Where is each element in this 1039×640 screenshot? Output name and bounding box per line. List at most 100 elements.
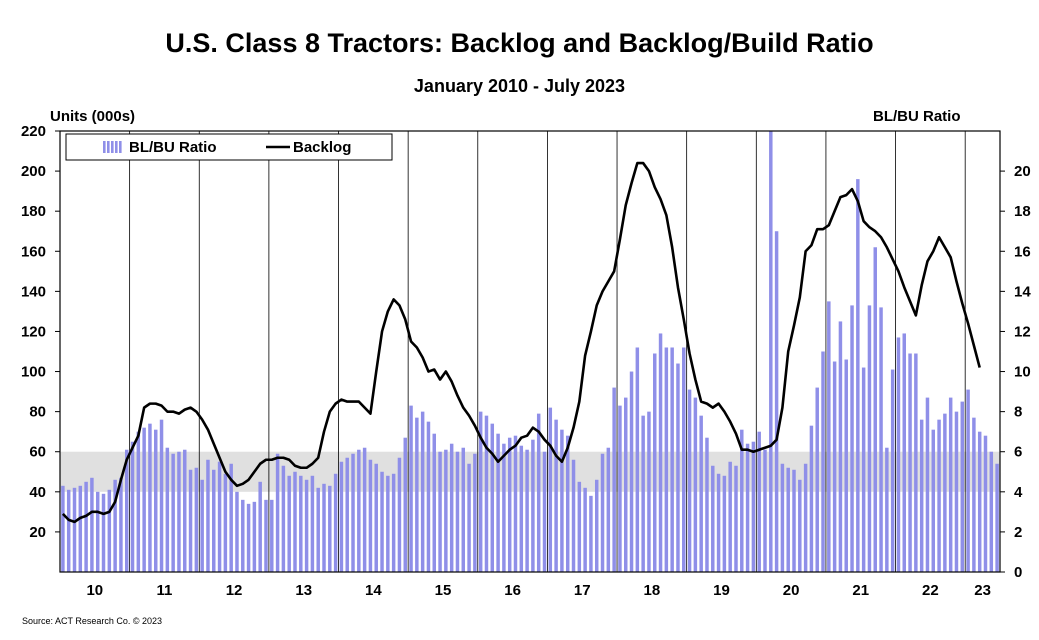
- ratio-bar: [919, 419, 924, 572]
- ratio-bar: [565, 435, 570, 572]
- ratio-bar: [844, 359, 848, 572]
- left-tick-label: 220: [21, 123, 46, 140]
- ratio-bar: [374, 463, 378, 572]
- ratio-bar: [699, 415, 703, 572]
- chart-title: U.S. Class 8 Tractors: Backlog and Backl…: [165, 28, 874, 58]
- ratio-bar: [339, 461, 344, 572]
- ratio-bar: [502, 443, 506, 572]
- ratio-bar: [594, 479, 599, 572]
- ratio-bar: [194, 467, 199, 572]
- x-tick-label: 18: [644, 582, 661, 599]
- ratio-bar: [879, 307, 883, 572]
- ratio-bar: [252, 501, 257, 572]
- ratio-bar: [368, 459, 373, 572]
- ratio-bar: [322, 483, 326, 572]
- ratio-bar: [682, 347, 686, 572]
- ratio-bar: [188, 469, 193, 572]
- ratio-bar: [624, 397, 628, 572]
- left-tick-label: 200: [21, 163, 46, 180]
- right-tick-label: 4: [1014, 484, 1023, 501]
- ratio-bar: [444, 449, 448, 572]
- ratio-bar: [438, 451, 442, 572]
- ratio-bar: [798, 479, 802, 572]
- ratio-bar: [72, 487, 77, 572]
- left-tick-label: 60: [29, 444, 46, 461]
- ratio-bar: [676, 363, 680, 572]
- ratio-bar: [641, 415, 645, 572]
- x-axis-ticks: 10 11 12 13 14 15 16 17 18 19 20 21 22 23: [86, 582, 990, 599]
- right-tick-label: 6: [1014, 444, 1022, 461]
- x-tick-label: 11: [157, 582, 173, 599]
- ratio-bar: [426, 421, 431, 572]
- ratio-bar: [432, 433, 436, 572]
- ratio-bar: [664, 347, 669, 572]
- ratio-bar: [850, 305, 854, 572]
- ratio-bar: [217, 461, 222, 572]
- ratio-bar: [995, 463, 999, 572]
- ratio-bar: [960, 401, 965, 572]
- ratio-bar: [130, 441, 135, 572]
- legend-line-label: Backlog: [293, 139, 351, 156]
- right-tick-label: 8: [1014, 404, 1022, 421]
- ratio-bar: [577, 481, 582, 572]
- right-tick-label: 0: [1014, 564, 1022, 581]
- ratio-bar: [838, 321, 843, 572]
- ratio-bar: [386, 475, 390, 572]
- ratio-bar: [362, 447, 367, 572]
- ratio-bar: [989, 451, 994, 572]
- ratio-bar: [119, 477, 123, 572]
- ratio-bar: [90, 477, 94, 572]
- ratio-bar: [66, 489, 71, 572]
- ratio-bar: [873, 247, 877, 572]
- ratio-bar: [467, 463, 471, 572]
- ratio-bar: [774, 231, 779, 573]
- ratio-bar: [241, 499, 245, 572]
- ratio-bar: [896, 337, 901, 572]
- ratio-bar: [635, 347, 640, 572]
- ratio-bar: [345, 457, 349, 572]
- ratio-bar: [154, 429, 158, 572]
- ratio-bar: [165, 447, 170, 572]
- left-axis-ticks: 20 40 60 80 100 120 140 160 180 200 220: [21, 123, 60, 541]
- x-tick-label: 23: [974, 582, 991, 599]
- ratio-bar: [983, 435, 988, 572]
- x-tick-label: 14: [365, 582, 382, 599]
- x-tick-label: 19: [713, 582, 730, 599]
- ratio-bar: [183, 449, 187, 572]
- right-axis-label: BL/BU Ratio: [873, 108, 961, 125]
- ratio-bar: [496, 433, 500, 572]
- ratio-bar: [914, 353, 918, 572]
- ratio-bar: [235, 491, 239, 572]
- right-axis-ticks: 0 2 4 6 8 10 12 14 16 18 20: [1000, 163, 1031, 581]
- right-tick-label: 16: [1014, 243, 1031, 260]
- ratio-bar: [705, 437, 709, 572]
- ratio-bar: [484, 415, 489, 572]
- ratio-bar: [333, 473, 338, 572]
- ratio-bar: [972, 417, 976, 572]
- chart-subtitle: January 2010 - July 2023: [413, 76, 626, 96]
- ratio-bar: [200, 479, 204, 572]
- ratio-bar: [937, 419, 941, 572]
- ratio-bar: [554, 419, 558, 572]
- ratio-bar: [931, 429, 936, 572]
- ratio-bar: [264, 499, 268, 572]
- ratio-bar: [809, 425, 814, 572]
- ratio-bar: [212, 469, 216, 572]
- ratio-bar: [902, 333, 906, 572]
- ratio-bar: [246, 503, 251, 572]
- ratio-bar: [519, 445, 524, 572]
- ratio-bar: [148, 423, 152, 572]
- ratio-bar: [977, 431, 982, 572]
- ratio-bar: [728, 461, 732, 572]
- ratio-bar: [409, 405, 413, 572]
- ratio-bar: [490, 423, 495, 572]
- ratio-bar: [966, 389, 970, 572]
- ratio-bar: [536, 413, 541, 572]
- ratio-bar: [531, 439, 535, 572]
- left-tick-label: 40: [29, 484, 46, 501]
- ratio-bar: [525, 449, 529, 572]
- ratio-bar: [61, 485, 65, 572]
- right-tick-label: 18: [1014, 203, 1031, 220]
- ratio-bar: [351, 453, 355, 572]
